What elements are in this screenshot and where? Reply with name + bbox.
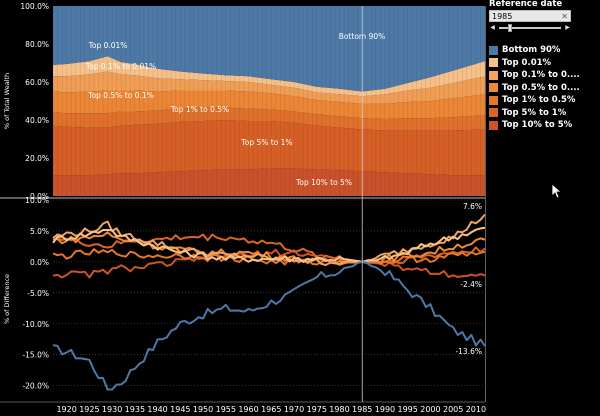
- slider-prev-icon[interactable]: ◀: [490, 24, 495, 31]
- y-tick-label: 10.0%: [25, 196, 49, 205]
- legend: Bottom 90% Top 0.01% Top 0.1% to 0.... T…: [489, 44, 580, 132]
- y-axis-title: % of Total Wealth: [3, 73, 11, 129]
- area-top-0-5-to-0-1-: [53, 90, 485, 119]
- x-tick-label: 1930: [102, 405, 122, 414]
- difference-line-panel: 7.6% -2.4% -13.6%: [52, 199, 486, 391]
- line-top-0-5-to-0-1-: [52, 231, 486, 265]
- x-tick-label: 2000: [420, 405, 440, 414]
- y-tick-label: 40.0%: [25, 116, 49, 125]
- x-tick-label: 1975: [307, 405, 327, 414]
- reference-date-slider[interactable]: ◀ ▶: [489, 23, 571, 33]
- y-tick-label: 0.0%: [30, 258, 49, 267]
- mouse-pointer-icon: [551, 183, 561, 199]
- line-bottom-90-: [52, 260, 486, 391]
- reference-date-title: Reference date: [489, 0, 563, 9]
- x-tick-label: 1950: [193, 405, 213, 414]
- reference-date-field[interactable]: 1985 ✕: [489, 10, 571, 22]
- band-label: Top 5% to 1%: [240, 138, 292, 147]
- slider-thumb[interactable]: [508, 24, 512, 32]
- band-label: Top 10% to 5%: [295, 178, 352, 187]
- band-label: Top 1% to 0.5%: [170, 105, 229, 114]
- legend-label: Top 0.1% to 0....: [502, 70, 580, 80]
- y-tick-label: 20.0%: [25, 154, 49, 163]
- legend-swatch: [489, 108, 498, 117]
- x-tick-label: 1935: [125, 405, 145, 414]
- legend-swatch: [489, 58, 498, 67]
- x-tick-label: 1955: [216, 405, 236, 414]
- x-tick-label: 1960: [238, 405, 258, 414]
- band-label: Top 0.1% to 0.01%: [85, 62, 156, 71]
- band-label: Top 0.5% to 0.1%: [87, 91, 153, 100]
- x-tick-label: 1945: [170, 405, 190, 414]
- slider-track[interactable]: [499, 27, 561, 29]
- y-tick-label: -5.0%: [27, 289, 49, 298]
- y-tick-label: -20.0%: [22, 382, 49, 391]
- legend-swatch: [489, 45, 498, 55]
- area-top-0-01-: [53, 56, 485, 97]
- legend-item[interactable]: Top 1% to 0.5%: [489, 94, 580, 106]
- legend-item[interactable]: Top 10% to 5%: [489, 119, 580, 131]
- band-label: Top 0.01%: [88, 41, 128, 50]
- legend-label: Top 0.01%: [502, 57, 552, 68]
- legend-item[interactable]: Top 0.01%: [489, 57, 580, 69]
- legend-swatch: [489, 120, 498, 130]
- legend-label: Top 1% to 0.5%: [502, 95, 576, 105]
- clear-icon[interactable]: ✕: [561, 11, 568, 21]
- x-tick-label: 1920: [56, 405, 76, 414]
- area-top-10-to-5-: [53, 168, 485, 196]
- x-tick-label: 1970: [284, 405, 304, 414]
- legend-swatch: [489, 83, 498, 92]
- end-value-label: -13.6%: [455, 347, 482, 356]
- end-value-label: 7.6%: [463, 202, 482, 211]
- stacked-area-panel: Bottom 90%Top 0.01%Top 0.1% to 0.01%Top …: [52, 6, 486, 196]
- line-top-0-01-: [52, 226, 486, 263]
- x-tick-label: 1940: [147, 405, 167, 414]
- reference-date-control: Reference date 1985 ✕ ◀ ▶: [489, 0, 599, 33]
- legend-swatch: [489, 95, 498, 105]
- area-top-5-to-1-: [53, 120, 485, 176]
- area-top-1-to-0-5-: [53, 107, 485, 131]
- area-top-0-1-to-0-01-: [53, 71, 485, 104]
- y-tick-label: -10.0%: [22, 320, 49, 329]
- legend-item[interactable]: Top 0.5% to 0....: [489, 82, 580, 94]
- x-tick-label: 2010: [466, 405, 486, 414]
- reference-date-value: 1985: [492, 11, 513, 21]
- end-value-label: -2.4%: [460, 280, 482, 289]
- x-tick-label: 1980: [329, 405, 349, 414]
- x-tick-label: 1990: [375, 405, 395, 414]
- x-tick-label: 1995: [398, 405, 418, 414]
- legend-item[interactable]: Bottom 90%: [489, 44, 580, 56]
- y-tick-label: 100.0%: [20, 2, 49, 11]
- y-tick-label: 0.0%: [30, 192, 49, 201]
- x-tick-label: 1985: [352, 405, 372, 414]
- y-tick-label: 5.0%: [30, 227, 49, 236]
- legend-item[interactable]: Top 5% to 1%: [489, 107, 580, 119]
- legend-swatch: [489, 70, 498, 80]
- legend-label: Top 10% to 5%: [502, 120, 573, 130]
- y-tick-label: 80.0%: [25, 40, 49, 49]
- area-bottom-90-: [53, 6, 485, 92]
- y-tick-label: 60.0%: [25, 78, 49, 87]
- legend-label: Bottom 90%: [502, 45, 561, 55]
- y-axis-title: % of Difference: [3, 274, 11, 324]
- slider-next-icon[interactable]: ▶: [565, 24, 570, 31]
- legend-label: Top 0.5% to 0....: [502, 82, 580, 93]
- x-tick-label: 1965: [261, 405, 281, 414]
- legend-label: Top 5% to 1%: [502, 107, 567, 118]
- axes: 0.0% 20.0% 40.0% 60.0% 80.0% 100.0% % of Total…: [0, 2, 486, 414]
- x-tick-label: 1925: [79, 405, 99, 414]
- x-tick-label: 2005: [443, 405, 463, 414]
- line-top-10-to-5-: [52, 248, 486, 279]
- legend-item[interactable]: Top 0.1% to 0....: [489, 69, 580, 81]
- y-tick-label: -15.0%: [22, 351, 49, 360]
